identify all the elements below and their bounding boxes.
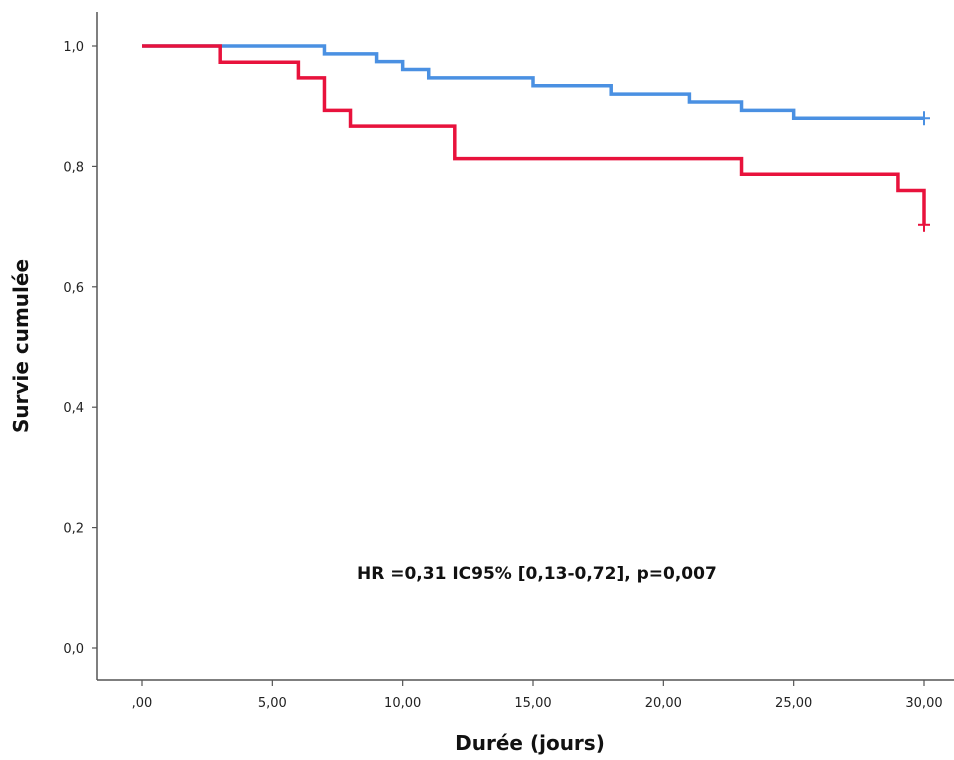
x-tick-label: 10,00 [384, 696, 421, 711]
y-tick-label: 1,0 [63, 40, 84, 55]
x-ticks: ,00 5,00 10,00 15,00 20,00 25,00 30,00 [132, 680, 943, 711]
x-tick-label: 20,00 [645, 696, 682, 711]
y-axis-title: Survie cumulée [9, 259, 33, 433]
x-tick-label: 5,00 [258, 696, 287, 711]
survival-curve-2 [142, 44, 926, 225]
x-axis-title: Durée (jours) [455, 731, 605, 755]
y-tick-label: 0,8 [63, 160, 84, 175]
x-tick-label: 30,00 [905, 696, 942, 711]
y-tick-label: 0,6 [63, 281, 84, 296]
axes [96, 12, 954, 681]
survival-curve-1 [142, 44, 924, 120]
x-tick-label: 15,00 [514, 696, 551, 711]
hr-annotation: HR =0,31 IC95% [0,13-0,72], p=0,007 [357, 564, 717, 584]
y-tick-label: 0,2 [63, 522, 84, 537]
y-tick-label: 0,0 [63, 642, 84, 657]
x-tick-label: ,00 [132, 696, 153, 711]
y-ticks: 0,0 0,2 0,4 0,6 0,8 1,0 [63, 40, 97, 657]
series-group [142, 44, 930, 232]
y-tick-label: 0,4 [63, 401, 84, 416]
x-tick-label: 25,00 [775, 696, 812, 711]
